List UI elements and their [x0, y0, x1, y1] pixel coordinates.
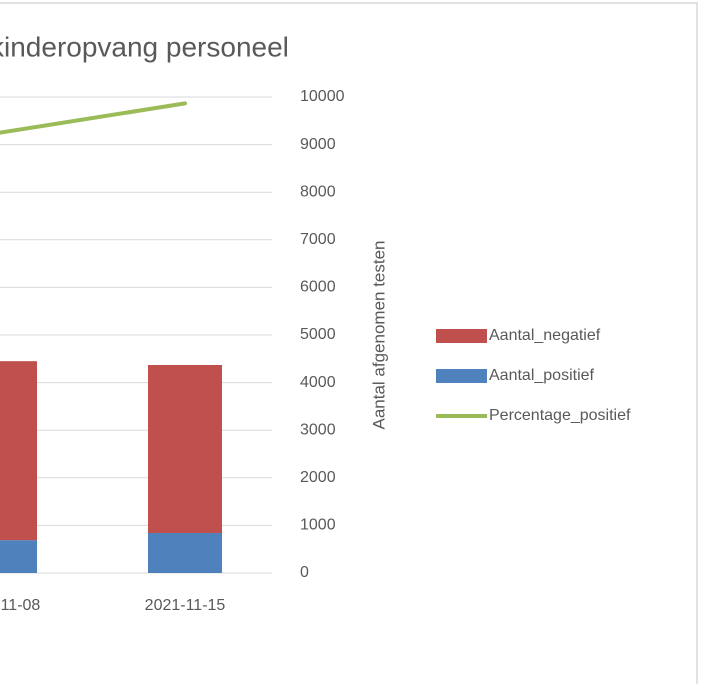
- y2-tick-label: 9000: [300, 136, 336, 153]
- y2-axis-title: Aantal afgenomen testen: [369, 240, 388, 429]
- legend-label: Aantal_positief: [489, 367, 595, 384]
- legend-label: Aantal_negatief: [489, 327, 601, 344]
- y2-tick-label: 10000: [300, 88, 345, 105]
- y2-tick-label: 8000: [300, 183, 336, 200]
- y2-tick-label: 6000: [300, 279, 336, 296]
- x-tick-label: 2021-11-15: [145, 597, 226, 614]
- bar: [148, 533, 222, 573]
- legend-label: Percentage_positief: [489, 407, 631, 424]
- y2-tick-label: 4000: [300, 374, 336, 391]
- legend-swatch: [436, 369, 487, 383]
- y2-tick-label: 3000: [300, 421, 336, 438]
- y2-tick-label: 0: [300, 564, 309, 581]
- bar: [0, 361, 37, 541]
- legend-swatch: [436, 329, 487, 343]
- y2-tick-label: 1000: [300, 517, 336, 534]
- y2-tick-label: 7000: [300, 231, 336, 248]
- y2-tick-label: 5000: [300, 326, 336, 343]
- bar: [148, 364, 222, 534]
- line: [0, 101, 187, 135]
- bar: [0, 540, 37, 573]
- chart-title: kinderopvang personeel: [0, 31, 289, 62]
- x-tick-label: 2021-11-08: [0, 597, 40, 614]
- y2-tick-label: 2000: [300, 469, 336, 486]
